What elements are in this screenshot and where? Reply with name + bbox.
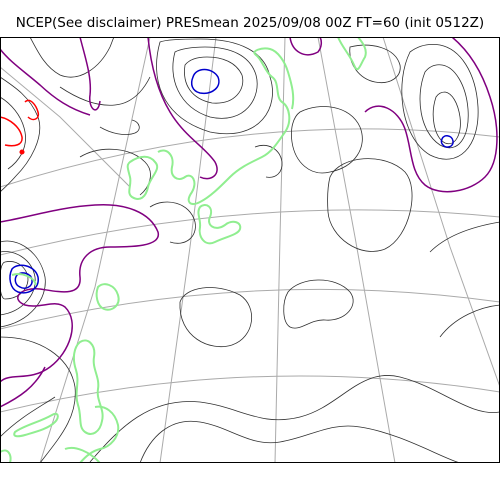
isobar-1000 bbox=[364, 37, 498, 193]
isobar bbox=[139, 420, 461, 463]
low-center bbox=[190, 68, 220, 95]
longitude-line bbox=[317, 37, 396, 463]
isobar bbox=[0, 396, 56, 438]
isobar bbox=[59, 76, 151, 106]
isobar-1000 bbox=[79, 37, 101, 111]
coastline bbox=[79, 405, 120, 463]
isobar-1000 bbox=[0, 48, 91, 116]
isobar bbox=[149, 201, 196, 244]
isobar bbox=[184, 56, 244, 104]
isobar bbox=[0, 251, 36, 316]
isobar bbox=[179, 287, 253, 347]
low-center bbox=[9, 264, 39, 294]
coastline bbox=[337, 37, 367, 71]
coastline bbox=[72, 339, 104, 435]
isobar bbox=[99, 119, 140, 135]
isobar bbox=[401, 44, 479, 160]
isobar bbox=[419, 64, 469, 149]
latitude-line bbox=[0, 128, 500, 188]
high-center-dot bbox=[19, 149, 25, 155]
low-pressure-centers bbox=[9, 68, 454, 294]
isobar bbox=[172, 46, 258, 119]
isobar-1000 bbox=[289, 37, 323, 56]
coastline bbox=[95, 283, 120, 311]
longitude-line bbox=[382, 37, 500, 388]
isobar bbox=[0, 76, 41, 193]
map-panel bbox=[0, 37, 500, 463]
high-center bbox=[0, 116, 23, 147]
high-center bbox=[24, 99, 40, 121]
isobar bbox=[0, 240, 46, 328]
isobar-1000 bbox=[147, 37, 218, 180]
latitude-line bbox=[0, 375, 500, 413]
latitude-line bbox=[0, 209, 500, 256]
coastline bbox=[157, 47, 295, 205]
map-title: NCEP(See disclaimer) PRESmean 2025/09/08… bbox=[15, 15, 485, 31]
isobar bbox=[429, 221, 500, 253]
isobar bbox=[291, 106, 363, 174]
coastline bbox=[0, 449, 12, 463]
isobar bbox=[156, 38, 273, 134]
pressure-map bbox=[0, 37, 500, 463]
latitude-line bbox=[0, 288, 500, 330]
isobar bbox=[0, 336, 76, 463]
isobar bbox=[89, 375, 500, 463]
coastline bbox=[11, 273, 37, 286]
isobar bbox=[29, 37, 115, 78]
isobar-1000-lines bbox=[0, 37, 498, 408]
isobar bbox=[327, 158, 413, 252]
coastline bbox=[64, 446, 101, 463]
low-center bbox=[14, 272, 33, 289]
low-center bbox=[440, 135, 454, 148]
isobars bbox=[0, 37, 500, 463]
longitude-line bbox=[0, 66, 131, 188]
isobar bbox=[283, 279, 354, 329]
isobar bbox=[432, 91, 461, 145]
coastline bbox=[13, 412, 59, 438]
coastline bbox=[197, 204, 242, 245]
isobar bbox=[254, 145, 283, 178]
coastlines bbox=[0, 37, 367, 463]
longitude-line bbox=[159, 37, 217, 463]
isobar-1000 bbox=[0, 366, 46, 408]
isobar-1000 bbox=[0, 203, 159, 383]
isobar bbox=[349, 44, 401, 84]
isobar bbox=[439, 304, 500, 338]
coastline bbox=[126, 155, 159, 200]
isobar bbox=[0, 96, 26, 170]
high-pressure-centers bbox=[0, 99, 40, 155]
longitude-line bbox=[39, 37, 151, 463]
